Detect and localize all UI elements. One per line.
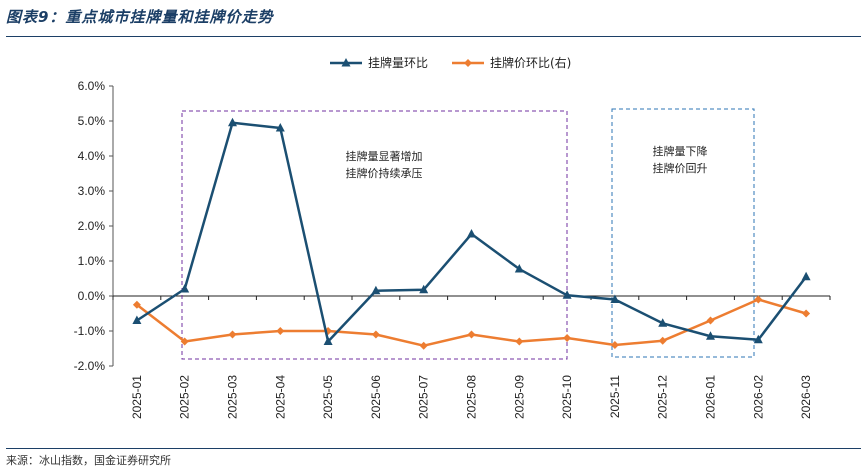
data-point-marker: [706, 331, 715, 340]
x-tick-label: 2025-10: [560, 375, 574, 419]
chart-series: [132, 117, 811, 350]
x-tick-label: 2025-11: [608, 375, 622, 418]
y-tick-label: 4.0%: [78, 149, 106, 163]
data-point-marker: [610, 341, 619, 349]
series-line: [136, 298, 807, 347]
data-point-marker: [180, 284, 190, 293]
data-point-marker: [180, 337, 189, 346]
data-point-marker: [419, 284, 429, 294]
annotation-text: 挂牌量下降: [653, 144, 708, 158]
x-tick-label: 2026-03: [799, 375, 813, 419]
y-tick-label: -1.0%: [74, 324, 106, 338]
x-tick-label: 2026-01: [704, 375, 718, 419]
x-tick-label: 2025-08: [465, 375, 479, 419]
data-point-marker: [802, 309, 811, 318]
x-tick-label: 2025-07: [417, 375, 431, 419]
y-tick-label: 5.0%: [78, 114, 106, 128]
legend-marker: [464, 59, 472, 67]
data-point-marker: [132, 300, 141, 309]
y-tick-label: 3.0%: [78, 184, 106, 198]
data-point-marker: [658, 318, 668, 327]
x-tick-label: 2025-03: [226, 375, 240, 419]
data-point-marker: [515, 337, 524, 346]
x-tick-label: 2025-09: [512, 375, 526, 419]
data-point-marker: [275, 123, 285, 132]
annotation-box: [611, 108, 755, 358]
data-point-marker: [754, 295, 763, 304]
y-tick-label: -2.0%: [74, 359, 106, 373]
x-tick-label: 2025-02: [178, 375, 192, 419]
title-divider: [6, 36, 861, 37]
data-point-marker: [706, 316, 715, 325]
data-point-marker: [228, 117, 237, 127]
x-tick-label: 2025-05: [321, 375, 335, 419]
y-tick-label: 6.0%: [78, 79, 106, 93]
y-tick-label: 0.0%: [78, 289, 106, 303]
y-tick-label: 1.0%: [78, 254, 106, 268]
x-tick-label: 2025-01: [130, 375, 144, 419]
data-point-marker: [514, 264, 524, 273]
data-point-marker: [276, 327, 285, 335]
data-point-marker: [801, 271, 811, 281]
data-point-marker: [658, 336, 667, 345]
x-tick-label: 2025-06: [369, 375, 383, 419]
data-point-marker: [371, 330, 380, 339]
data-point-marker: [371, 285, 381, 295]
annotation-box: [181, 110, 568, 360]
annotation-text: 挂牌价回升: [653, 161, 708, 175]
annotation-text: 挂牌价持续承压: [346, 166, 423, 180]
legend-label: 挂牌价环比(右): [490, 55, 571, 70]
data-point-marker: [563, 334, 572, 342]
data-point-marker: [610, 294, 620, 303]
x-tick-label: 2025-04: [273, 375, 287, 419]
x-tick-label: 2026-02: [751, 375, 765, 419]
data-point-marker: [562, 290, 572, 299]
legend-marker: [341, 58, 351, 67]
data-point-marker: [228, 330, 237, 339]
x-tick-label: 2025-12: [656, 375, 670, 419]
data-point-marker: [419, 341, 428, 350]
legend-label: 挂牌量环比: [368, 56, 428, 70]
data-point-marker: [132, 315, 142, 324]
y-tick-label: 2.0%: [78, 219, 106, 233]
source-note: 来源：冰山指数，国金证券研究所: [6, 454, 171, 467]
chart-title: 图表9：重点城市挂牌量和挂牌价走势: [6, 8, 274, 26]
data-point-marker: [753, 334, 763, 344]
footer-divider: [6, 448, 861, 449]
data-point-marker: [467, 229, 476, 238]
data-point-marker: [467, 330, 476, 339]
data-point-marker: [323, 336, 333, 345]
annotation-text: 挂牌量显著增加: [346, 149, 423, 163]
chart-axes: 6.0% 5.0% 4.0% 3.0% 2.0% 1.0% 0.0% -1.0% -2.0% 20…: [74, 79, 831, 419]
chart-legend: 挂牌量环比 挂牌价环比(右): [330, 55, 571, 70]
